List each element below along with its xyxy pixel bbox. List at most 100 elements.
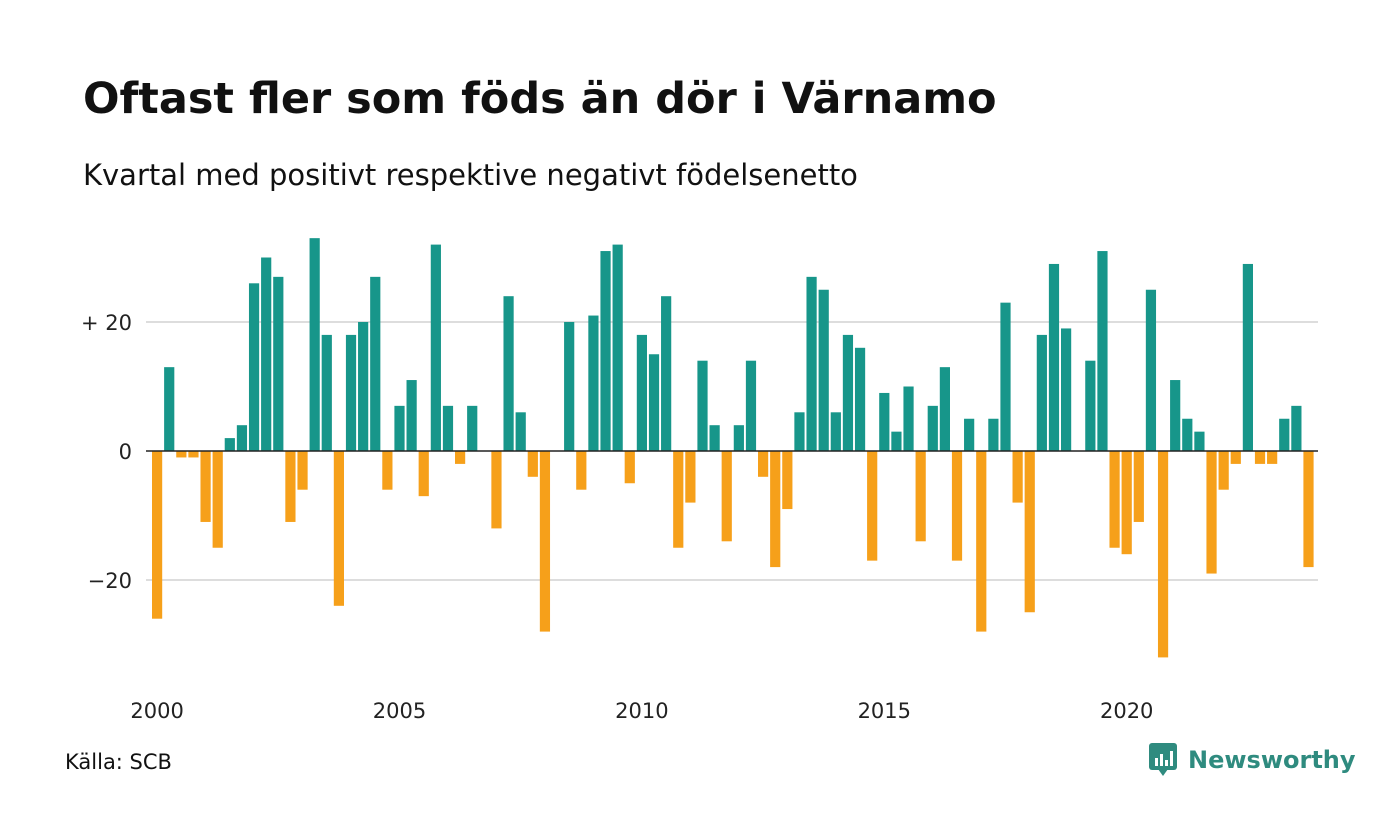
bar [152, 451, 163, 619]
bar [527, 451, 538, 477]
bar [600, 251, 611, 451]
bar [842, 334, 854, 451]
bar [236, 425, 248, 451]
y-tick-label: −20 [88, 569, 132, 593]
bar [491, 451, 502, 529]
bar [503, 296, 514, 451]
bar [1121, 451, 1132, 555]
bar [539, 451, 551, 632]
bar [1109, 451, 1120, 548]
bar [188, 451, 199, 458]
bar [1267, 451, 1278, 464]
bar [370, 276, 381, 451]
bar [1279, 418, 1290, 451]
chart-title: Oftast fler som föds än dör i Värnamo [83, 74, 997, 124]
bar [636, 334, 647, 451]
bar [733, 425, 744, 451]
bar [830, 412, 841, 451]
x-tick-label: 2010 [615, 699, 668, 723]
x-tick-label: 2015 [858, 699, 911, 723]
bar [709, 425, 720, 451]
bar [1000, 302, 1011, 451]
bar [442, 405, 454, 451]
bar [418, 451, 429, 497]
bar [1157, 451, 1169, 658]
bar [1230, 451, 1241, 464]
bar [697, 360, 708, 451]
brand: Newsworthy [1148, 742, 1356, 778]
bar [951, 451, 963, 561]
bar [382, 451, 393, 490]
bar [576, 451, 587, 490]
bar [1170, 380, 1181, 451]
bar [685, 451, 696, 503]
bar [176, 451, 187, 458]
bar [1012, 451, 1023, 503]
bar [673, 451, 684, 548]
bar [1097, 251, 1108, 451]
bar [297, 451, 308, 490]
bar [988, 418, 999, 451]
bar [564, 322, 575, 451]
newsworthy-logo-icon [1149, 743, 1177, 776]
bar [467, 405, 478, 451]
bar [1085, 360, 1096, 451]
bar [624, 451, 635, 484]
y-tick-label: 0 [119, 440, 132, 464]
source-note: Källa: SCB [65, 750, 172, 774]
bar [1024, 451, 1035, 613]
bar [212, 451, 223, 548]
bar [648, 354, 660, 451]
bar [867, 451, 878, 561]
x-tick-label: 2020 [1100, 699, 1153, 723]
bar [806, 276, 817, 451]
bar [455, 451, 466, 464]
bar [285, 451, 296, 522]
chart-subtitle: Kvartal med positivt respektive negativt… [83, 158, 858, 192]
bar [1036, 334, 1047, 451]
bar [1182, 418, 1193, 451]
bar [515, 412, 526, 451]
bar [430, 244, 441, 451]
bar [939, 367, 950, 451]
bar [588, 315, 599, 451]
bar [964, 418, 975, 451]
bar [1061, 328, 1072, 451]
x-tick-label: 2000 [130, 699, 183, 723]
bar [891, 431, 902, 451]
bar [976, 451, 987, 632]
bar [782, 451, 793, 510]
bar [915, 451, 926, 542]
bar [758, 451, 769, 477]
bar [333, 451, 344, 606]
bar [358, 322, 369, 451]
bar [261, 257, 272, 451]
bar [612, 244, 623, 451]
bar [273, 276, 284, 451]
bar [200, 451, 211, 522]
bar [406, 380, 417, 451]
bar [903, 386, 914, 451]
bar [770, 451, 781, 568]
bar [721, 451, 732, 542]
bar [1291, 405, 1302, 451]
bar [224, 438, 235, 451]
bar [1145, 289, 1157, 451]
bar [1133, 451, 1144, 522]
bar [927, 405, 938, 451]
bar [794, 412, 805, 451]
bar [745, 360, 757, 451]
y-tick-label: + 20 [81, 311, 132, 335]
bar [1242, 263, 1253, 451]
bar [1303, 451, 1314, 568]
bar [164, 367, 175, 451]
bar [1048, 263, 1060, 451]
bar [1254, 451, 1266, 464]
bar [394, 405, 405, 451]
bar [248, 283, 260, 451]
x-tick-label: 2005 [373, 699, 426, 723]
bar [854, 347, 866, 451]
bar [1206, 451, 1217, 574]
bar [1194, 431, 1205, 451]
